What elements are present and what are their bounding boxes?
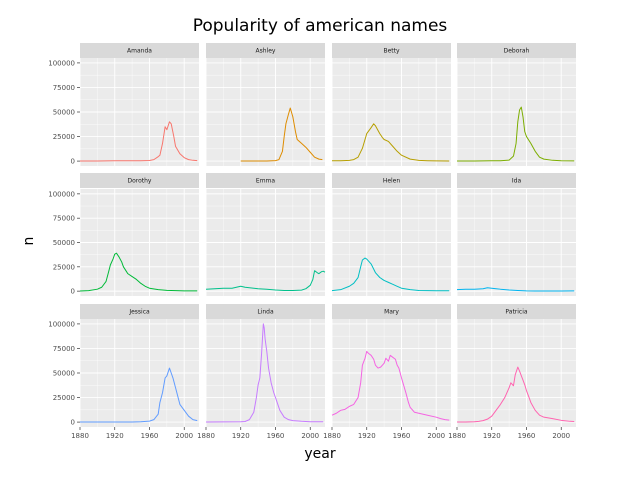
facet-strip-label: Mary xyxy=(384,309,399,316)
facet-panels: Amanda 0 25000 50000 75000 100000 Ashley Betty D… xyxy=(48,43,576,440)
facet-strip xyxy=(80,304,199,319)
facet-strip-label: Patricia xyxy=(505,309,527,316)
y-tick-label: 75000 xyxy=(53,84,75,92)
y-tick-label: 100000 xyxy=(48,320,75,328)
series-line-amanda xyxy=(79,121,198,162)
y-tick-label: 75000 xyxy=(53,345,75,353)
y-tick-label: 50000 xyxy=(53,109,75,117)
facet-strip xyxy=(206,304,325,319)
series-line-betty xyxy=(331,123,450,162)
facet-strip-label: Emma xyxy=(256,178,275,185)
facet-strip xyxy=(80,43,199,58)
y-tick-label: 100000 xyxy=(48,59,75,67)
facet-panel-jessica: Jessica 0 25000 50000 75000 100000 1880 1920 196… xyxy=(48,304,199,440)
y-tick-label: 25000 xyxy=(53,263,75,271)
x-tick-label: 1960 xyxy=(518,432,536,440)
facet-panel-helen: Helen xyxy=(331,173,451,296)
series-line-ida xyxy=(456,287,575,292)
y-axis-title: n xyxy=(21,237,37,246)
x-tick-label: 1880 xyxy=(323,432,341,440)
x-tick-label: 2000 xyxy=(427,432,445,440)
chart-title: Popularity of american names xyxy=(193,16,448,36)
facet-panel-dorothy: Dorothy 0 25000 50000 75000 100000 xyxy=(48,173,199,296)
facet-panel-betty: Betty xyxy=(331,43,451,166)
series-line-patricia xyxy=(456,366,575,423)
facet-strip-label: Jessica xyxy=(128,309,150,316)
y-tick-label: 50000 xyxy=(53,370,75,378)
facet-strip xyxy=(206,43,325,58)
facet-strip-label: Ida xyxy=(512,178,522,185)
facet-strip xyxy=(332,304,451,319)
x-axis-title: year xyxy=(304,446,335,462)
facet-strip-label: Ashley xyxy=(256,48,276,55)
facet-panel-patricia: Patricia 1880 1920 1960 2000 xyxy=(448,304,576,440)
x-tick-label: 1960 xyxy=(141,432,159,440)
facet-strip-label: Dorothy xyxy=(127,178,151,185)
series-line-linda xyxy=(205,323,324,423)
x-tick-label: 1920 xyxy=(483,432,501,440)
x-tick-label: 1880 xyxy=(197,432,215,440)
series-line-dorothy xyxy=(79,252,198,292)
facet-strip-label: Amanda xyxy=(127,48,152,55)
y-tick-label: 75000 xyxy=(53,215,75,223)
series-line-deborah xyxy=(456,106,575,162)
x-tick-label: 1920 xyxy=(232,432,250,440)
y-tick-label: 0 xyxy=(71,158,75,166)
facet-panel-amanda: Amanda 0 25000 50000 75000 100000 xyxy=(48,43,199,166)
facet-panel-linda: Linda 1880 1920 1960 2000 xyxy=(197,304,325,440)
series-line-helen xyxy=(331,257,450,292)
x-tick-label: 2000 xyxy=(552,432,570,440)
facet-strip xyxy=(457,43,576,58)
series-line-jessica xyxy=(79,367,198,423)
x-tick-label: 1960 xyxy=(393,432,411,440)
series-line-mary xyxy=(331,350,450,421)
y-tick-label: 0 xyxy=(71,419,75,427)
facet-strip xyxy=(206,173,325,188)
x-tick-label: 1880 xyxy=(448,432,466,440)
x-tick-label: 2000 xyxy=(301,432,319,440)
facet-strip-label: Deborah xyxy=(504,48,530,55)
facet-panel-ashley: Ashley xyxy=(205,43,325,166)
facet-strip xyxy=(80,173,199,188)
facet-strip xyxy=(332,173,451,188)
y-tick-label: 100000 xyxy=(48,190,75,198)
facet-strip xyxy=(457,173,576,188)
facet-panel-mary: Mary 1880 1920 1960 2000 xyxy=(323,304,451,440)
facet-panel-emma: Emma xyxy=(205,173,326,296)
facet-strip-label: Betty xyxy=(383,48,400,55)
facet-panel-deborah: Deborah xyxy=(456,43,576,166)
y-tick-label: 25000 xyxy=(53,394,75,402)
facet-strip xyxy=(332,43,451,58)
x-tick-label: 1920 xyxy=(358,432,376,440)
x-tick-label: 2000 xyxy=(175,432,193,440)
facet-strip-label: Helen xyxy=(383,178,401,185)
series-line-ashley xyxy=(240,107,323,162)
y-tick-label: 0 xyxy=(71,288,75,296)
x-tick-label: 1920 xyxy=(106,432,124,440)
y-tick-label: 50000 xyxy=(53,239,75,247)
series-line-emma xyxy=(205,270,326,292)
x-tick-label: 1960 xyxy=(267,432,285,440)
x-tick-label: 1880 xyxy=(71,432,89,440)
facet-panel-ida: Ida xyxy=(456,173,576,296)
facet-strip-label: Linda xyxy=(257,309,274,316)
y-tick-label: 25000 xyxy=(53,133,75,141)
facet-strip xyxy=(457,304,576,319)
